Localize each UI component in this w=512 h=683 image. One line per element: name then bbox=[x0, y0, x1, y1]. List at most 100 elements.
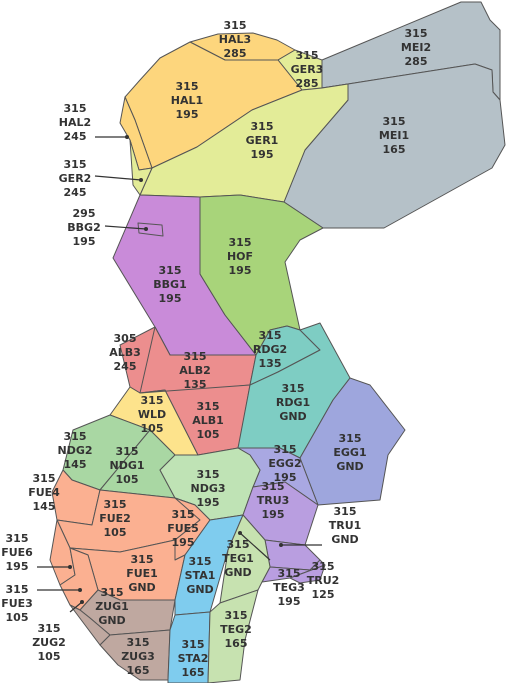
sector-label-name: GER1 bbox=[246, 134, 279, 147]
sector-label-upper: 315 bbox=[64, 158, 87, 171]
sector-label-upper: 315 bbox=[383, 115, 406, 128]
sector-label-GER1: 315 GER1 195 bbox=[246, 120, 279, 161]
sector-label-upper: 315 bbox=[104, 498, 127, 511]
sector-label-lower: 195 bbox=[172, 536, 195, 549]
sector-label-lower: 195 bbox=[197, 496, 220, 509]
sector-label-WLD: 315 WLD 105 bbox=[138, 394, 166, 435]
sector-label-lower: GND bbox=[224, 566, 251, 579]
sector-label-lower: 105 bbox=[104, 526, 127, 539]
sector-label-name: TRU3 bbox=[257, 494, 290, 507]
sector-label-name: FUE6 bbox=[1, 546, 33, 559]
leader-dot-ZUG2 bbox=[80, 600, 84, 604]
sector-label-name: HAL3 bbox=[219, 33, 251, 46]
sector-area-EGG1[interactable] bbox=[299, 377, 406, 506]
sector-label-upper: 315 bbox=[251, 120, 274, 133]
sector-label-lower: 105 bbox=[116, 473, 139, 486]
sector-label-TEG2: 315 TEG2 165 bbox=[220, 609, 252, 650]
leader-line-ZUG2 bbox=[69, 601, 83, 613]
sector-area-TEG1[interactable] bbox=[219, 514, 271, 604]
sector-label-lower: GND bbox=[186, 583, 213, 596]
sector-label-ZUG2: 315 ZUG2 105 bbox=[32, 622, 66, 663]
sector-label-HAL2: 315 HAL2 245 bbox=[59, 102, 91, 143]
sector-label-STA2: 315 STA2 165 bbox=[178, 638, 209, 679]
sector-label-name: ALB3 bbox=[109, 346, 141, 359]
sector-label-lower: 195 bbox=[73, 235, 96, 248]
sector-label-lower: 105 bbox=[197, 428, 220, 441]
sector-area-BBG2[interactable] bbox=[137, 222, 164, 237]
leader-dot-TRU1 bbox=[279, 543, 283, 547]
sector-label-GER2: 315 GER2 245 bbox=[59, 158, 92, 199]
sector-label-upper: 315 bbox=[197, 468, 220, 481]
sector-label-HOF: 315 HOF 195 bbox=[227, 236, 253, 277]
leader-dot-FUE3 bbox=[78, 588, 82, 592]
leader-dot-TRU3 bbox=[238, 531, 242, 535]
sector-label-GER3: 315 GER3 285 bbox=[291, 49, 324, 90]
sector-label-name: NDG2 bbox=[57, 444, 92, 457]
leader-line-TRU3 bbox=[239, 532, 271, 561]
sector-label-upper: 315 bbox=[262, 480, 285, 493]
sector-label-name: GER3 bbox=[291, 63, 324, 76]
sector-label-upper: 315 bbox=[278, 567, 301, 580]
sector-label-lower: 165 bbox=[383, 143, 406, 156]
sector-label-name: NDG1 bbox=[109, 459, 144, 472]
sector-label-upper: 315 bbox=[127, 636, 150, 649]
sector-label-name: FUE3 bbox=[1, 597, 33, 610]
sector-label-lower: 125 bbox=[312, 588, 335, 601]
sector-label-lower: 165 bbox=[225, 637, 248, 650]
sector-label-FUE3: 315 FUE3 105 bbox=[1, 583, 33, 624]
sector-label-upper: 315 bbox=[64, 102, 87, 115]
sector-label-name: ZUG3 bbox=[121, 650, 155, 663]
sector-label-MEI2: 315 MEI2 285 bbox=[401, 27, 431, 68]
sector-area-TEG2[interactable] bbox=[207, 589, 259, 683]
sector-label-upper: 315 bbox=[339, 432, 362, 445]
sector-label-TRU2: 315 TRU2 125 bbox=[307, 560, 340, 601]
sector-label-lower: 285 bbox=[224, 47, 247, 60]
sector-label-lower: GND bbox=[128, 581, 155, 594]
sector-label-upper: 315 bbox=[274, 443, 297, 456]
leader-dot-GER2 bbox=[139, 178, 143, 182]
sector-label-upper: 315 bbox=[296, 49, 319, 62]
leader-lines bbox=[37, 135, 322, 613]
sector-label-MEI1: 315 MEI1 165 bbox=[379, 115, 409, 156]
sector-label-lower: 245 bbox=[114, 360, 137, 373]
sector-area-TRU2[interactable] bbox=[289, 564, 326, 584]
sector-area-GER2[interactable] bbox=[129, 139, 153, 196]
sector-label-upper: 315 bbox=[6, 583, 29, 596]
sector-label-name: ZUG2 bbox=[32, 636, 66, 649]
sector-label-upper: 315 bbox=[282, 382, 305, 395]
sector-label-lower: 285 bbox=[296, 77, 319, 90]
sector-label-name: TEG1 bbox=[222, 552, 254, 565]
sector-label-name: ZUG1 bbox=[95, 600, 129, 613]
sector-label-lower: 165 bbox=[127, 664, 150, 677]
sector-label-lower: 145 bbox=[64, 458, 87, 471]
sector-label-name: EGG1 bbox=[333, 446, 366, 459]
sector-label-name: NDG3 bbox=[190, 482, 225, 495]
sector-label-ALB2: 315 ALB2 135 bbox=[179, 350, 211, 391]
sector-label-name: TRU2 bbox=[307, 574, 340, 587]
sector-label-lower: 195 bbox=[251, 148, 274, 161]
sector-label-name: RDG2 bbox=[253, 343, 287, 356]
sector-label-HAL3: 315 HAL3 285 bbox=[219, 19, 251, 60]
sector-label-upper: 315 bbox=[116, 445, 139, 458]
sector-label-name: TRU1 bbox=[329, 519, 362, 532]
sector-label-lower: 285 bbox=[405, 55, 428, 68]
sector-label-ALB3: 305 ALB3 245 bbox=[109, 332, 141, 373]
sector-label-lower: 105 bbox=[38, 650, 61, 663]
sector-label-ALB1: 315 ALB1 105 bbox=[192, 400, 224, 441]
sector-label-name: STA1 bbox=[185, 569, 216, 582]
sector-label-EGG2: 315 EGG2 195 bbox=[268, 443, 301, 484]
sector-label-NDG1: 315 NDG1 105 bbox=[109, 445, 144, 486]
sector-label-upper: 315 bbox=[141, 394, 164, 407]
sector-label-name: GER2 bbox=[59, 172, 92, 185]
sector-label-lower: 135 bbox=[184, 378, 207, 391]
sector-label-lower: 195 bbox=[6, 560, 29, 573]
sector-label-name: ALB1 bbox=[192, 414, 224, 427]
sector-label-upper: 315 bbox=[131, 553, 154, 566]
sector-label-RDG1: 315 RDG1 GND bbox=[276, 382, 310, 423]
sector-label-name: BBG2 bbox=[67, 221, 100, 234]
sector-label-upper: 315 bbox=[172, 508, 195, 521]
sector-label-lower: 165 bbox=[182, 666, 205, 679]
sector-label-lower: GND bbox=[331, 533, 358, 546]
sector-label-ZUG3: 315 ZUG3 165 bbox=[121, 636, 155, 677]
